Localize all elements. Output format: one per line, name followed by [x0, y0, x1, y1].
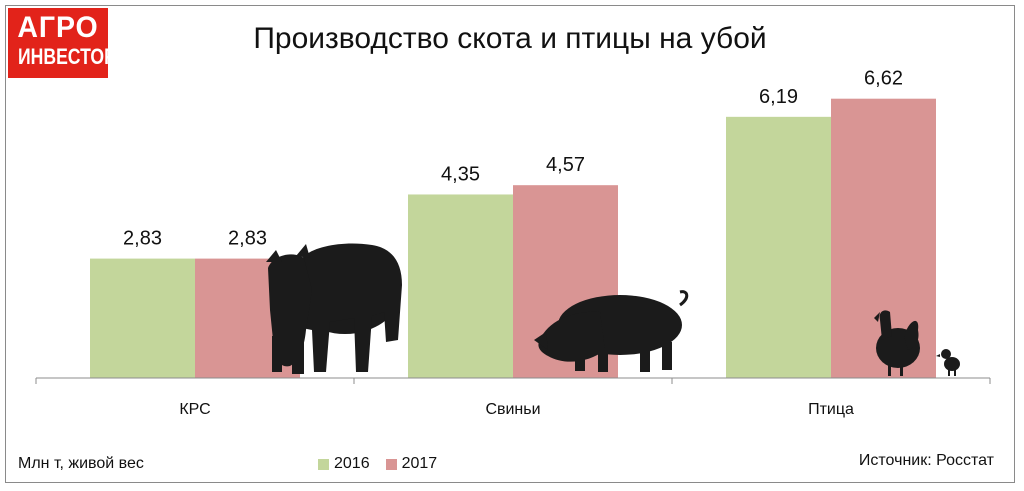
legend-item-2017: 2017 — [385, 455, 438, 473]
logo-line-1: АГРО — [17, 11, 99, 44]
legend: 2016 2017 — [318, 455, 453, 473]
legend-swatch-2017 — [385, 458, 397, 470]
rooster-silhouette-icon — [874, 310, 920, 376]
source-label: Источник: Росстат — [858, 452, 994, 469]
data-label-2016-1: 4,35 — [441, 163, 480, 185]
bars-group: 2,83 2,83 4,35 4,57 6,19 6,62 — [90, 68, 936, 378]
chart-title: Производство скота и птицы на убой — [253, 22, 767, 55]
legend-swatch-2016 — [318, 458, 329, 470]
bar-2016-1 — [408, 194, 513, 378]
x-axis: КРС Свиньи Птица — [35, 377, 991, 418]
data-label-2016-2: 6,19 — [759, 86, 798, 108]
pig-silhouette-icon — [534, 290, 689, 372]
x-tick-label-1: Свиньи — [485, 401, 540, 418]
cow-silhouette-icon — [266, 243, 402, 374]
illustrations — [266, 243, 960, 376]
x-tick-label-2: Птица — [808, 401, 854, 418]
unit-label: Млн т, живой вес — [18, 455, 144, 472]
legend-label-2016: 2016 — [334, 455, 370, 472]
agroinvestor-logo: АГРО ИНВЕСТОР — [8, 8, 116, 78]
legend-item-2016: 2016 — [318, 455, 370, 473]
data-label-2017-0: 2,83 — [228, 228, 267, 250]
data-label-2017-1: 4,57 — [546, 154, 585, 176]
bar-2016-0 — [90, 258, 195, 378]
chick-silhouette-icon — [936, 349, 960, 376]
bar-2016-2 — [726, 116, 831, 378]
x-tick-label-0: КРС — [179, 401, 210, 418]
data-label-2017-2: 6,62 — [864, 68, 903, 90]
data-label-2016-0: 2,83 — [123, 228, 162, 250]
legend-label-2017: 2017 — [401, 455, 438, 472]
